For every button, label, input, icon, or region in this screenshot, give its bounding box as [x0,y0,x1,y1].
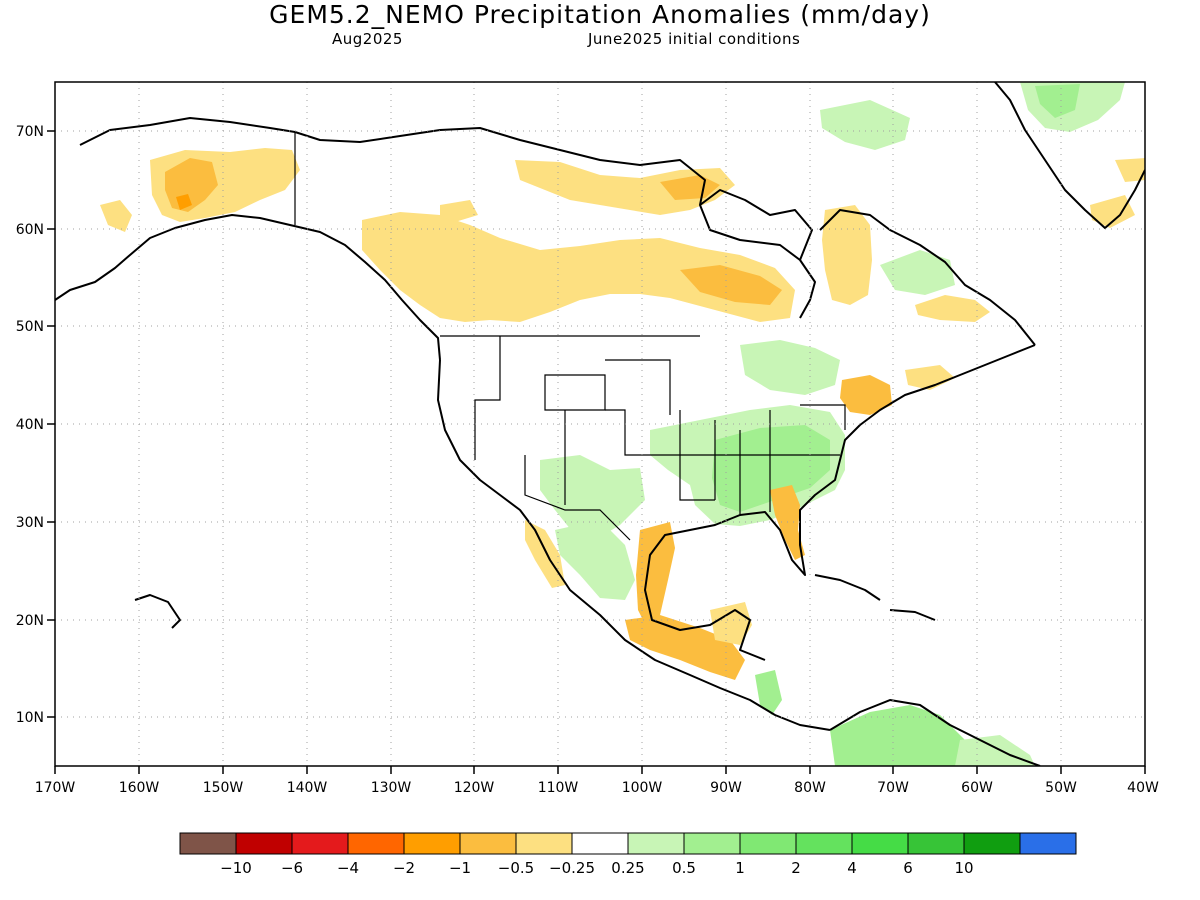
lon-label: 170W [35,780,76,796]
map-plot-area [55,82,1145,766]
colorbar-swatch [907,832,965,855]
colorbar-swatch [627,832,685,855]
map-title: GEM5.2_NEMO Precipitation Anomalies (mm/… [269,0,931,29]
coastlines [55,82,1145,766]
anomaly-dry-greenland-e [1115,158,1145,182]
colorbar-label: −0.5 [498,859,534,877]
lon-label: 110W [538,780,579,796]
lon-label: 120W [454,780,495,796]
colorbar-label: 0.5 [672,859,696,877]
anomaly-dry-mexico-south [625,615,745,680]
colorbar: −10 −6 −4 −2 −1 −0.5 −0.25 0.25 0.5 1 2 4 6 10 [179,832,1077,877]
longitude-labels: 170W 160W 150W 140W 130W 120W 110W 100W … [35,780,1159,796]
anomaly-dry-alaska-sw [100,200,132,232]
colorbar-swatch [403,832,461,855]
anomaly-dry-canada-west [362,212,795,322]
lon-label: 130W [371,780,412,796]
anomaly-wet-south-america-edge [955,735,1035,766]
colorbar-label: −10 [220,859,252,877]
lon-label: 60W [961,780,993,796]
axis-ticks [47,130,1146,774]
anomaly-dry-quebec [822,205,872,305]
colorbar-swatch [1019,832,1077,855]
colorbar-swatch [571,832,629,855]
lon-label: 70W [877,780,909,796]
colorbar-label: −0.25 [549,859,595,877]
colorbar-swatch [739,832,797,855]
lat-label: 50N [16,319,44,335]
colorbar-label: −6 [281,859,303,877]
political-borders [294,132,846,541]
lon-label: 140W [287,780,328,796]
graticule [55,82,1145,766]
colorbar-swatch [515,832,573,855]
colorbar-swatch [683,832,741,855]
anomaly-wet-great-lakes [740,340,840,395]
colorbar-swatch [795,832,853,855]
colorbar-swatch [963,832,1021,855]
anomaly-dry-canada-central-core [680,265,782,305]
anomaly-wet-mexico-west [555,520,635,600]
colorbar-swatch [851,832,909,855]
colorbar-label: 1 [735,859,745,877]
lat-label: 40N [16,417,44,433]
lat-label: 30N [16,515,44,531]
anomaly-dry-yucatan [710,602,752,645]
anomaly-shading [100,82,1145,766]
anomaly-wet-southwest [540,455,645,540]
anomaly-dry-canada-north [515,160,735,215]
colorbar-label: 4 [847,859,857,877]
lon-label: 160W [119,780,160,796]
lat-label: 70N [16,124,44,140]
anomaly-wet-central-america [755,670,782,715]
lon-label: 100W [622,780,663,796]
colorbar-label: −4 [337,859,359,877]
colorbar-swatch [459,832,517,855]
lon-label: 80W [794,780,826,796]
anomaly-wet-greenland-core [1035,84,1080,118]
lat-label: 60N [16,222,44,238]
lat-label: 20N [16,613,44,629]
lat-label: 10N [16,710,44,726]
colorbar-swatch [235,832,293,855]
colorbar-label: 6 [903,859,913,877]
anomaly-dry-alaska-center [176,194,192,210]
anomaly-dry-maritimes [905,365,955,390]
colorbar-swatch [291,832,349,855]
colorbar-label: −1 [449,859,471,877]
lon-label: 90W [710,780,742,796]
anomaly-wet-south-america [830,705,965,766]
lon-label: 50W [1045,780,1077,796]
colorbar-label: 2 [791,859,801,877]
valid-month-label: Aug2025 [332,30,403,48]
colorbar-swatch [347,832,405,855]
colorbar-label: 0.25 [611,859,644,877]
anomaly-dry-greenland-se [1090,195,1135,228]
anomaly-dry-northeast [840,375,892,415]
anomaly-wet-labrador [880,250,955,295]
latitude-labels: 70N 60N 50N 40N 30N 20N 10N [16,124,44,726]
colorbar-swatch [179,832,237,855]
anomaly-dry-small [440,200,478,222]
anomaly-wet-east-us-core [712,425,830,512]
lon-label: 40W [1127,780,1159,796]
colorbar-label: −2 [393,859,415,877]
anomaly-dry-texas-coast [636,522,675,630]
anomaly-dry-baja [525,520,565,588]
init-conditions-label: June2025 initial conditions [588,30,801,48]
anomaly-dry-labrador [915,295,990,322]
lon-label: 150W [203,780,244,796]
anomaly-wet-arctic [820,100,910,150]
colorbar-label: 10 [954,859,973,877]
